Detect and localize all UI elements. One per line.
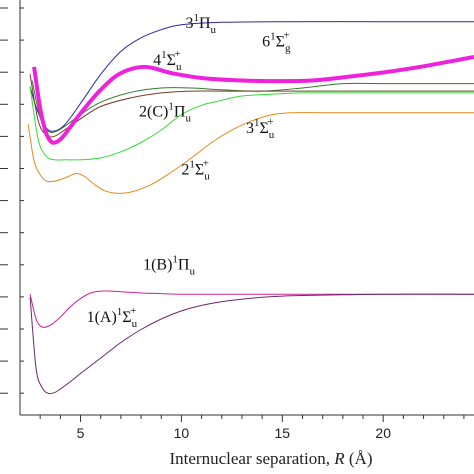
curve-labels: 31Πu 61Σg+ 41Σu+ 2(C)1Πu 31Σu+ 21Σu+ 1(B)1Πu 1(…: [87, 12, 291, 330]
curve-label-1: 61Σg+: [262, 29, 291, 54]
curve-7: [29, 293, 474, 395]
curve-label-5: 21Σu+: [181, 158, 210, 183]
axes: 5 10 15 20: [0, 0, 474, 441]
x-axis-title-unit: (Å): [349, 449, 373, 468]
curve-5: [27, 112, 474, 194]
x-axis-title: Internuclear separation, R (Å): [170, 449, 373, 468]
curve-0: [29, 21, 474, 132]
curve-label-6: 1(B)1Πu: [143, 253, 195, 277]
x-axis-title-text: Internuclear separation,: [170, 449, 330, 468]
x-tick-label: 15: [275, 425, 291, 441]
x-axis-title-var: R: [333, 449, 345, 468]
curve-4: [29, 86, 474, 161]
curve-label-0: 31Πu: [185, 12, 216, 36]
curve-label-4: 31Σu+: [246, 116, 275, 141]
curves: [27, 21, 474, 395]
curve-label-2: 41Σu+: [153, 48, 182, 73]
x-tick-label: 10: [174, 425, 190, 441]
curve-2: [31, 80, 474, 134]
curve-3: [29, 74, 474, 138]
x-tick-label: 20: [375, 425, 391, 441]
x-tick-label: 5: [77, 425, 85, 441]
curve-label-7: 1(A)1Σu+: [87, 305, 138, 330]
curve-6: [29, 290, 474, 328]
curve-label-3: 2(C)1Πu: [139, 100, 191, 124]
curve-1: [32, 55, 474, 145]
